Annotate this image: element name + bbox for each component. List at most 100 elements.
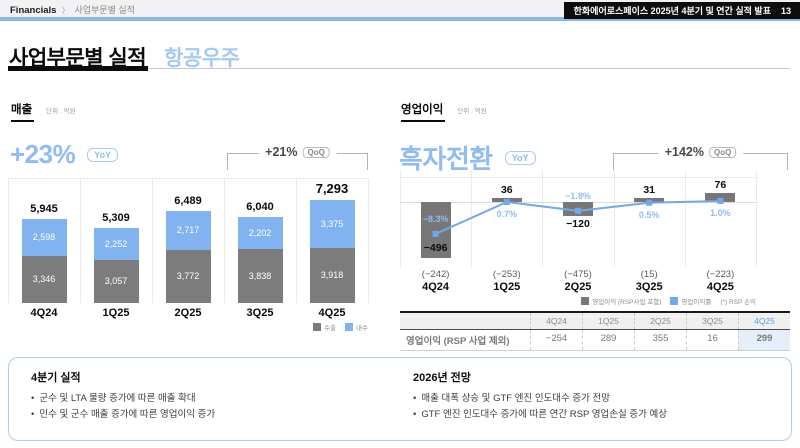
revenue-qoq-label: +21% QoQ	[258, 145, 337, 159]
revenue-yoy-badge: YoY	[87, 147, 119, 162]
notes-2026-bullets: • 매출 대폭 상승 및 GTF 엔진 인도대수 증가 전망 • GTF 엔진 인도대…	[413, 391, 667, 423]
legend-item-내수: 내수	[345, 322, 368, 332]
revenue-plot: 3,346 2,598 5,945 3,057 2,252 5,309 3,772 2,717…	[8, 178, 369, 303]
op-value-2Q25: −120	[566, 217, 590, 230]
export-value-4Q24: 3,346	[32, 274, 56, 285]
column-separator	[400, 170, 401, 267]
breadcrumb-root: Financials	[10, 5, 57, 16]
domestic-value-4Q24: 2,598	[32, 232, 56, 243]
op-headline: 흑자전환	[399, 144, 493, 174]
notes-q4: 4분기 실적 • 군수 및 LTA 물량 증가에 따른 매출 확대 • 민수 및 군수…	[31, 369, 215, 423]
margin-label-1Q25: 0.7%	[496, 209, 518, 219]
total-label-4Q25: 7,293	[315, 180, 349, 196]
export-value-1Q25: 3,057	[104, 276, 128, 287]
slide-title-row: 사업부문별 실적 항공우주	[9, 42, 240, 72]
bullet-dot: •	[31, 409, 35, 420]
x-label-1Q25: 1Q25	[102, 307, 130, 319]
revenue-header: 매출 단위 : 억원	[11, 101, 76, 122]
column-separator	[152, 178, 153, 303]
x-label-2Q25: 2Q25	[564, 281, 592, 293]
op-table: 4Q24 1Q25 2Q25 3Q25 4Q25 영업이익 (RSP 사업 제외) −254…	[400, 311, 790, 351]
op-qoq-bracket: +142% QoQ	[613, 145, 788, 170]
op-value-1Q25: 36	[500, 183, 513, 196]
revenue-qoq-bracket: +21% QoQ	[227, 145, 368, 170]
revenue-unit: 단위 : 억원	[46, 108, 76, 115]
note-bullet: • 군수 및 LTA 물량 증가에 따른 매출 확대	[31, 391, 215, 407]
op-value-4Q25: 76	[714, 179, 727, 192]
note-bullet: • 매출 대폭 상승 및 GTF 엔진 인도대수 증가 전망	[413, 391, 667, 407]
domestic-bar-3Q25	[237, 217, 283, 249]
breadcrumb-current: 사업부문별 실적	[74, 5, 135, 15]
revenue-label: 매출	[11, 101, 35, 122]
domestic-bar-4Q24	[21, 218, 67, 256]
op-qoq-pct: +142%	[664, 145, 704, 159]
export-bar-3Q25	[237, 248, 283, 303]
op-table-row-label: 영업이익 (RSP 사업 제외)	[406, 336, 510, 347]
notes-box: 4분기 실적 • 군수 및 LTA 물량 증가에 따른 매출 확대 • 민수 및 군수…	[8, 357, 792, 441]
op-unit: 단위 : 억원	[457, 108, 487, 115]
legend-label: 내수	[356, 325, 368, 332]
section-title: 항공우주	[164, 47, 240, 70]
legend-swatch	[345, 323, 354, 331]
legend-note: (*) RSP 손익	[720, 299, 756, 306]
notes-2026-title: 2026년 전망	[413, 372, 471, 384]
rsp-label-4Q25: (−223)	[706, 269, 735, 280]
op-table-col-4Q24: 4Q24	[530, 313, 582, 329]
bullet-dot: •	[31, 393, 35, 404]
bullet-text: 매출 대폭 상승 및 GTF 엔진 인도대수 증가 전망	[421, 393, 611, 404]
x-label-1Q25: 1Q25	[493, 281, 521, 293]
op-table-col-2Q25: 2Q25	[634, 313, 686, 329]
revenue-headline: +23%	[10, 139, 76, 169]
op-xaxis: (−242) 4Q24 (−253) 1Q25 (−475) 2Q25 (15) 3Q25 (−…	[398, 269, 758, 295]
legend-swatch	[313, 323, 322, 331]
column-separator	[224, 178, 225, 303]
x-label-4Q25: 4Q25	[706, 281, 734, 293]
x-label-4Q25: 4Q25	[318, 307, 346, 319]
rsp-label-2Q25: (−475)	[564, 269, 592, 280]
total-label-4Q24: 5,945	[30, 202, 58, 215]
op-table-value-4Q25: 299	[738, 330, 790, 350]
bullet-dot: •	[413, 409, 417, 420]
legend-item-영업이익 (RSP사업 포함): 영업이익 (RSP사업 포함)	[581, 296, 661, 306]
bullet-text: 군수 및 LTA 물량 증가에 따른 매출 확대	[39, 393, 196, 404]
op-margin-line	[432, 197, 724, 237]
legend-label: 수출	[324, 325, 337, 332]
domestic-bar-1Q25	[93, 227, 139, 260]
title-rule-thin	[8, 68, 790, 69]
total-label-2Q25: 6,489	[174, 195, 202, 208]
column-separator	[80, 178, 81, 303]
op-table-col-3Q25: 3Q25	[686, 313, 738, 329]
domestic-bar-2Q25	[165, 211, 211, 250]
breadcrumb: Financials 〉 사업부문별 실적	[10, 3, 135, 16]
breadcrumb-separator: 〉	[61, 6, 70, 15]
legend-item-수출: 수출	[313, 322, 336, 332]
x-label-4Q24: 4Q24	[422, 281, 450, 293]
bullet-text: GTF 엔진 인도대수 증가에 따른 연간 RSP 영업손실 증가 예상	[421, 409, 667, 420]
column-separator	[756, 170, 757, 267]
x-label-4Q24: 4Q24	[30, 307, 58, 319]
export-bar-2Q25	[165, 249, 211, 303]
op-legend: 영업이익 (RSP사업 포함) 영업이익률 (*) RSP 손익	[398, 296, 756, 306]
deck-title-box: 한화에어로스페이스 2025년 4분기 및 연간 실적 발표 13	[563, 2, 800, 19]
x-label-3Q25: 3Q25	[635, 281, 663, 293]
total-label-3Q25: 6,040	[246, 201, 274, 214]
op-table-value-4Q24: −254	[530, 330, 582, 350]
op-yoy-badge: YoY	[504, 150, 536, 165]
bullet-dot: •	[413, 393, 417, 404]
note-bullet: • GTF 엔진 인도대수 증가에 따른 연간 RSP 영업손실 증가 예상	[413, 407, 667, 423]
revenue-legend: 수출 내수	[8, 322, 368, 332]
op-qoq-badge: QoQ	[708, 146, 737, 158]
op-table-value-3Q25: 16	[686, 330, 738, 350]
revenue-headline-row: +23% YoY	[10, 139, 119, 170]
margin-label-4Q25: 1.0%	[710, 207, 731, 218]
legend-swatch	[670, 297, 679, 305]
domestic-value-3Q25: 2,202	[248, 228, 272, 239]
margin-label-2Q25: −1.8%	[565, 190, 591, 201]
column-separator	[296, 178, 297, 303]
export-value-3Q25: 3,838	[248, 270, 272, 281]
margin-label-3Q25: 0.5%	[638, 209, 660, 220]
op-value-4Q24: −496	[423, 242, 448, 255]
note-bullet: • 민수 및 군수 매출 증가에 따른 영업이익 증가	[31, 407, 215, 423]
export-bar-4Q25	[309, 247, 355, 303]
rsp-label-3Q25: (15)	[640, 269, 658, 280]
